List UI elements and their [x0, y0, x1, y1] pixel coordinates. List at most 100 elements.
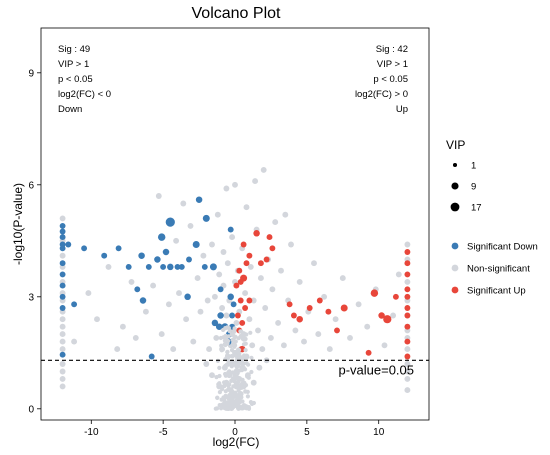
point-non-significant — [217, 365, 222, 370]
point-non-significant — [404, 387, 411, 394]
point-significant-up — [296, 315, 303, 323]
point-non-significant — [272, 219, 279, 226]
point-non-significant — [233, 400, 238, 405]
point-non-significant — [219, 305, 226, 311]
up-sig-count: Sig : 42 — [376, 44, 408, 55]
point-non-significant — [197, 308, 204, 315]
point-non-significant — [218, 335, 223, 341]
point-non-significant — [347, 334, 353, 341]
point-significant-down — [162, 248, 170, 256]
x-axis-label: log2(FC) — [213, 435, 260, 449]
point-significant-up — [239, 319, 246, 326]
point-significant-down — [59, 222, 66, 229]
point-non-significant — [219, 348, 224, 353]
point-non-significant — [332, 316, 339, 323]
point-significant-down — [65, 241, 72, 248]
point-non-significant — [255, 327, 261, 334]
point-significant-up — [316, 297, 323, 304]
point-non-significant — [262, 305, 269, 311]
x-tick-label: 5 — [304, 427, 310, 438]
point-non-significant — [173, 237, 180, 244]
point-significant-down — [195, 196, 203, 203]
point-significant-up — [325, 308, 332, 315]
point-non-significant — [226, 334, 231, 339]
size-legend-label: 1 — [471, 161, 476, 172]
point-non-significant — [250, 297, 257, 304]
point-significant-down — [59, 282, 66, 289]
point-significant-down — [217, 286, 224, 293]
point-non-significant — [250, 379, 257, 386]
point-non-significant — [217, 381, 222, 386]
point-non-significant — [381, 342, 388, 349]
point-non-significant — [234, 381, 239, 387]
y-tick-label: 9 — [28, 68, 34, 79]
point-non-significant — [225, 325, 230, 330]
point-non-significant — [209, 241, 215, 248]
point-significant-down — [115, 245, 122, 252]
point-significant-down — [59, 234, 66, 241]
point-significant-up — [370, 289, 379, 297]
point-non-significant — [315, 331, 322, 338]
size-legend-dot — [451, 182, 459, 190]
point-significant-down — [59, 305, 66, 311]
point-non-significant — [223, 185, 230, 192]
point-non-significant — [59, 323, 66, 330]
threshold-label: p-value=0.05 — [338, 362, 414, 377]
point-non-significant — [216, 271, 223, 278]
point-non-significant — [132, 334, 139, 341]
point-non-significant — [225, 354, 231, 359]
point-non-significant — [321, 293, 328, 300]
point-non-significant — [59, 331, 66, 338]
x-axis: -10 -5 0 5 10 — [84, 420, 385, 438]
point-non-significant — [238, 333, 243, 339]
color-legend-label: Significant Down — [467, 242, 538, 253]
point-non-significant — [214, 375, 219, 380]
point-significant-down — [154, 256, 161, 263]
point-non-significant — [243, 204, 250, 211]
point-significant-down — [229, 312, 236, 319]
point-non-significant — [59, 346, 66, 353]
point-non-significant — [200, 252, 207, 259]
point-non-significant — [233, 339, 238, 344]
point-significant-up — [240, 241, 247, 248]
point-non-significant — [226, 338, 231, 344]
point-non-significant — [241, 356, 246, 361]
point-non-significant — [170, 346, 177, 353]
point-non-significant — [257, 275, 264, 282]
point-non-significant — [226, 358, 231, 364]
point-non-significant — [223, 371, 228, 377]
point-significant-down — [59, 260, 66, 267]
color-legend: Significant Down Non-significant Significa… — [451, 242, 538, 297]
point-non-significant — [119, 323, 126, 330]
point-non-significant — [243, 348, 248, 353]
point-non-significant — [233, 319, 240, 326]
point-non-significant — [226, 401, 232, 407]
point-non-significant — [59, 383, 66, 390]
point-significant-down — [227, 226, 234, 233]
point-non-significant — [180, 200, 187, 207]
x-tick-label: -5 — [159, 427, 168, 438]
up-fc-rule: log2(FC) > 0 — [355, 89, 408, 100]
point-non-significant — [292, 327, 299, 334]
point-significant-down — [71, 301, 78, 308]
size-legend: VIP 1 9 17 — [446, 138, 482, 214]
point-significant-down — [59, 293, 66, 300]
point-significant-up — [246, 252, 253, 259]
point-non-significant — [269, 286, 276, 293]
point-non-significant — [241, 361, 246, 366]
point-non-significant — [246, 375, 251, 380]
point-non-significant — [142, 308, 149, 315]
point-non-significant — [59, 316, 66, 323]
color-legend-swatch — [451, 286, 459, 294]
point-significant-up — [269, 245, 276, 252]
point-non-significant — [249, 342, 256, 349]
point-non-significant — [204, 297, 211, 304]
y-axis: 0 3 6 9 — [28, 68, 41, 415]
point-non-significant — [229, 364, 234, 369]
point-non-significant — [267, 334, 274, 341]
point-non-significant — [224, 260, 231, 267]
point-significant-down — [59, 228, 66, 235]
up-direction: Up — [396, 104, 408, 115]
point-significant-down — [211, 319, 219, 327]
